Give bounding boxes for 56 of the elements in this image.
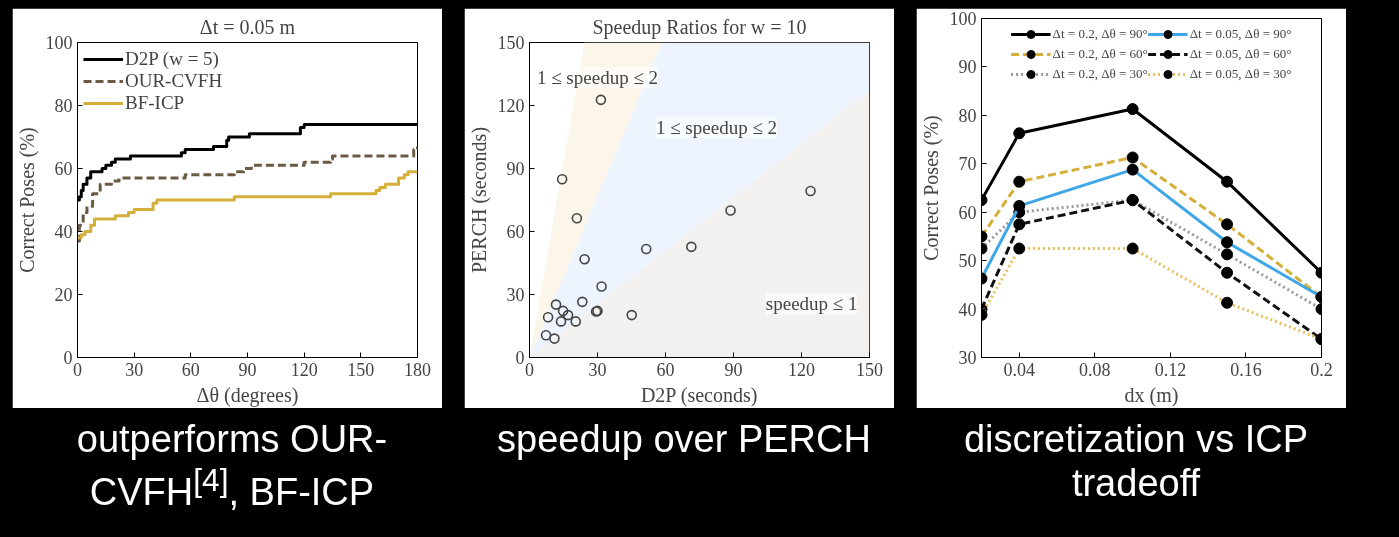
text: outperforms OUR-CVFH$^{[4]}$, BF-ICP [75, 418, 389, 515]
y-tick-label: 70 [958, 154, 977, 175]
legend-label: Δt = 0.2, Δθ = 90° [1052, 26, 1148, 42]
x-tick-label: 60 [181, 359, 200, 380]
chart-title: Δt = 0.05 m [199, 15, 296, 38]
y-axis-title: Correct Poses (%) [15, 127, 39, 273]
x-axis-title: D2P (seconds) [640, 383, 758, 407]
legend-label: Δt = 0.2, Δθ = 60° [1052, 46, 1148, 62]
x-tick-label: 90 [238, 359, 257, 380]
x-tick-label: 0.16 [1230, 359, 1262, 380]
annotation: speedup ≤ 1 [765, 293, 858, 315]
x-tick-label: 30 [125, 359, 144, 380]
x-tick-label: 0.08 [1079, 359, 1111, 380]
legend-label: BF-ICP [125, 92, 185, 114]
x-axis-title: Δθ (degrees) [196, 383, 299, 407]
x-tick-label: 150 [856, 359, 883, 380]
y-tick-label: 90 [958, 57, 977, 78]
x-tick-label: 0.2 [1310, 359, 1333, 380]
annotation: 1 ≤ speedup ≤ 2 [655, 117, 778, 139]
legend-label: D2P (w = 5) [125, 48, 219, 70]
y-tick-label: 40 [958, 299, 977, 320]
text: speedup over PERCH [497, 418, 871, 462]
x-tick-label: 0.12 [1154, 359, 1187, 380]
y-tick-label: 80 [54, 96, 73, 116]
x-tick-label: 150 [347, 359, 375, 380]
text: discretization vs ICP tradeoff [962, 418, 1310, 506]
y-tick-label: 150 [497, 33, 525, 53]
y-tick-label: 40 [54, 222, 73, 242]
y-tick-label: 90 [506, 159, 525, 179]
y-tick-label: 60 [54, 159, 73, 179]
y-tick-label: 60 [506, 222, 525, 242]
legend-label: Δt = 0.2, Δθ = 30° [1052, 66, 1148, 82]
x-axis-title: dx (m) [1124, 383, 1179, 407]
legend-label: Δt = 0.05, Δθ = 90° [1189, 26, 1292, 42]
legend-label: Δt = 0.05, Δθ = 60° [1189, 46, 1292, 62]
x-tick-label: 30 [588, 359, 607, 380]
y-tick-label: 60 [958, 202, 977, 223]
x-tick-label: 120 [788, 359, 815, 380]
y-tick-label: 50 [958, 251, 977, 272]
x-tick-label: 0.04 [1003, 359, 1036, 380]
x-tick-label: 180 [404, 359, 431, 380]
y-tick-label: 30 [506, 285, 525, 305]
y-tick-label: 20 [54, 285, 73, 305]
legend-label: OUR-CVFH [125, 70, 223, 92]
y-tick-label: 120 [497, 96, 525, 116]
y-tick-label: 100 [45, 33, 73, 53]
chart-title: Speedup Ratios for w = 10 [592, 15, 807, 39]
legend-label: Δt = 0.05, Δθ = 30° [1189, 66, 1292, 82]
y-tick-label: 100 [949, 9, 977, 29]
x-tick-label: 60 [656, 359, 675, 380]
y-tick-label: 80 [958, 105, 977, 126]
x-tick-label: 120 [290, 359, 318, 380]
y-axis-title: Correct Poses (%) [919, 115, 943, 261]
x-tick-label: 90 [724, 359, 743, 380]
y-axis-title: PERCH (seconds) [467, 126, 491, 274]
annotation: 1 ≤ speedup ≤ 2 [536, 66, 659, 88]
